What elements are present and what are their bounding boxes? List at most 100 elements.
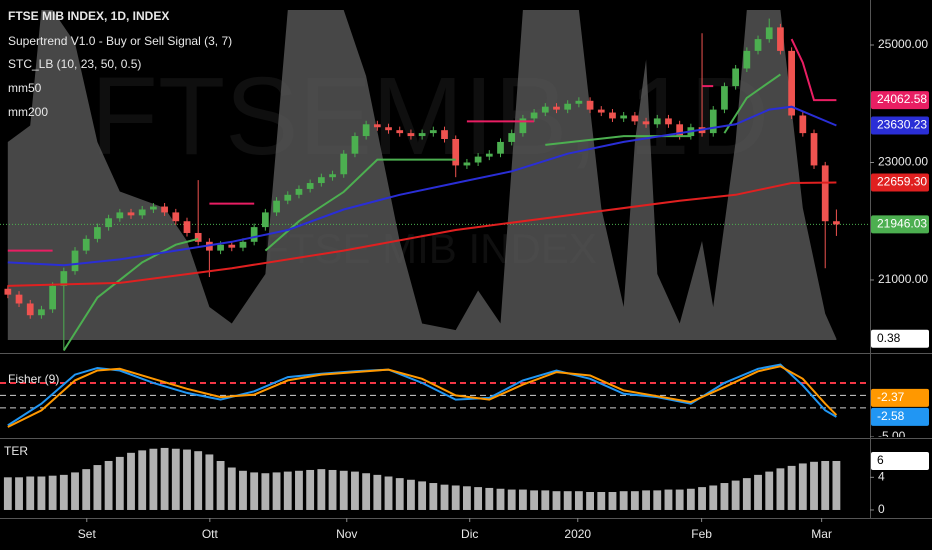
price-tag <box>871 91 929 110</box>
bar <box>698 487 706 510</box>
pane-title: Fisher (9) <box>8 372 59 386</box>
x-tick-label: Ott <box>202 527 219 541</box>
candle-body <box>362 124 370 137</box>
axes: 25000.00 23000.00 21000.00 24062.58 23630.23… <box>78 37 929 541</box>
candle-body <box>49 285 56 310</box>
legend-entry: Supertrend V1.0 - Buy or Sell Signal (3,… <box>8 34 232 48</box>
candle-body <box>799 115 807 134</box>
bar <box>675 489 684 510</box>
bar <box>104 460 113 510</box>
candle-body <box>172 212 180 222</box>
bar <box>619 491 628 510</box>
bar <box>754 474 762 510</box>
candle-body <box>631 115 639 122</box>
bar <box>306 469 315 510</box>
legend: FTSE MIB INDEX, 1D, INDEX Supertrend V1.… <box>4 9 232 458</box>
x-tick-label: Set <box>78 527 97 541</box>
price-tag-label: -2.58 <box>877 409 905 423</box>
candle-body <box>329 174 336 178</box>
bar <box>149 448 158 510</box>
bar <box>183 449 191 510</box>
watermark: FTSEMIB, 1D <box>91 55 769 178</box>
bar <box>59 474 68 510</box>
candle-body <box>396 130 404 134</box>
candle-body <box>508 133 516 142</box>
price-tag <box>871 173 929 192</box>
line-series <box>7 365 838 428</box>
candle-body <box>4 288 12 295</box>
bar <box>384 476 393 510</box>
bar <box>709 485 718 510</box>
candle-body <box>642 121 650 125</box>
line-series <box>62 237 199 352</box>
price-tag <box>871 407 929 426</box>
pane-title: TER <box>4 444 28 458</box>
bar <box>418 481 427 510</box>
bar <box>194 451 203 510</box>
candle-body <box>541 106 549 113</box>
bar <box>48 475 57 510</box>
y-tick-label: 21000.00 <box>878 272 928 286</box>
price-tag-label: 24062.58 <box>877 92 927 106</box>
x-tick-label: Mar <box>811 527 832 541</box>
candle-body <box>732 68 739 87</box>
bar <box>776 468 785 510</box>
price-tag-label: 6 <box>877 453 884 467</box>
candle-body <box>721 86 728 110</box>
price-tag-label: 21946.03 <box>877 217 927 231</box>
bar <box>485 487 494 510</box>
y-tick-label: 4 <box>878 469 885 483</box>
bar <box>429 483 438 510</box>
candle-body <box>530 112 538 119</box>
bar <box>26 476 35 510</box>
bar <box>574 491 583 510</box>
candle-body <box>665 118 672 125</box>
bar <box>630 491 639 510</box>
bar <box>373 474 382 510</box>
bar <box>686 488 695 510</box>
line-series <box>7 181 837 287</box>
candle-body <box>564 103 572 110</box>
candle-body <box>116 212 124 219</box>
legend-entry: mm50 <box>8 81 42 95</box>
bar <box>127 452 135 510</box>
price-tag-label: 0.38 <box>877 331 901 345</box>
bar <box>518 489 527 510</box>
price-tag <box>871 388 929 407</box>
bar <box>295 470 303 510</box>
bar <box>3 477 12 510</box>
candle-body <box>441 130 448 139</box>
price-tag <box>871 451 929 470</box>
bar <box>787 465 796 510</box>
candle-body <box>575 100 583 104</box>
bar <box>451 485 460 510</box>
bar <box>810 461 818 510</box>
candle-body <box>463 162 471 166</box>
candle-body <box>239 241 247 248</box>
bar <box>37 476 46 510</box>
y-tick-label: 25000.00 <box>878 37 928 51</box>
candle-body <box>340 153 348 175</box>
bar <box>261 473 270 510</box>
bar <box>541 490 550 510</box>
candle-body <box>317 177 325 184</box>
bar <box>474 487 483 510</box>
line-series <box>723 73 781 134</box>
candle-body <box>373 124 381 128</box>
y-tick-label: 0 <box>878 502 885 516</box>
bar <box>742 478 751 510</box>
bar <box>82 469 91 510</box>
candle-body <box>597 109 605 113</box>
candle-body <box>105 218 112 228</box>
line-series <box>7 105 837 267</box>
bar <box>440 484 449 510</box>
bar <box>71 472 79 510</box>
candle-body <box>250 227 258 242</box>
bar <box>765 471 774 510</box>
candle-body <box>194 232 202 242</box>
fisher-pane <box>0 363 870 428</box>
candle-body <box>295 188 303 195</box>
bar <box>395 478 404 510</box>
candle-body <box>38 309 45 316</box>
